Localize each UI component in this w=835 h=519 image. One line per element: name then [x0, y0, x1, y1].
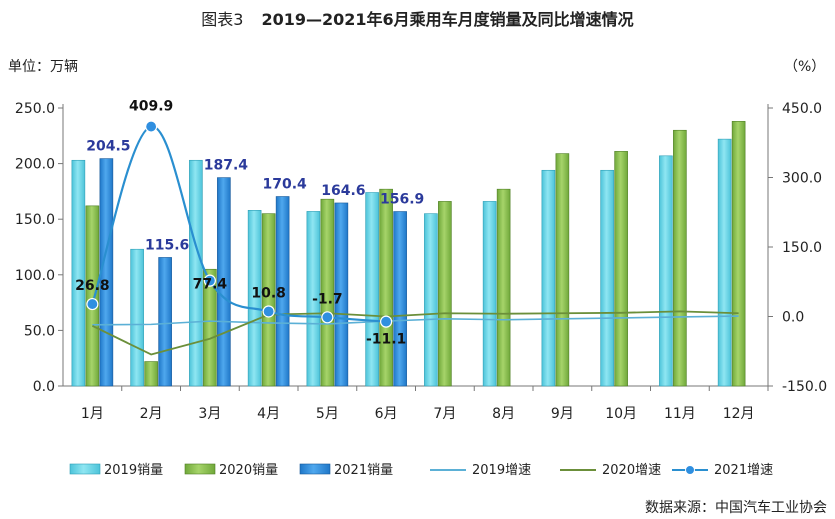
- left-axis-unit: 单位：万辆: [8, 59, 78, 75]
- bar-2019-sales: [71, 159, 86, 387]
- bar-2019-sales: [306, 211, 321, 387]
- right-tick-label: 0.0: [782, 310, 804, 326]
- bar-2019-sales: [365, 192, 379, 387]
- line-2019-growth: [92, 315, 739, 326]
- point-2021-growth: [321, 311, 334, 324]
- bar-2021-sales: [334, 202, 349, 387]
- legend-swatch: [184, 463, 216, 475]
- title-text: 2019—2021年6月乘用车月度销量及同比增速情况: [261, 10, 634, 29]
- bar-2019-sales: [424, 213, 438, 387]
- bar-2020-sales: [555, 153, 570, 387]
- legend-label: 2020增速: [602, 463, 661, 478]
- left-tick-label: 50.0: [24, 323, 55, 339]
- x-tick-label: 3月: [198, 406, 221, 422]
- x-tick-label: 8月: [492, 406, 515, 422]
- label-2021-growth: -11.1: [366, 332, 406, 348]
- bar-2020-sales: [614, 151, 628, 387]
- label-2021-growth: 10.8: [251, 285, 286, 301]
- legend-label: 2020销量: [219, 463, 278, 478]
- label-2021-growth: 409.9: [129, 99, 173, 115]
- label-2021-sales: 164.6: [321, 183, 365, 199]
- point-2021-growth: [203, 274, 216, 287]
- left-tick-label: 200.0: [15, 157, 55, 173]
- x-tick-label: 12月: [723, 406, 755, 422]
- right-tick-label: -150.0: [782, 379, 827, 395]
- x-tick-label: 10月: [605, 406, 637, 422]
- bar-2021-sales: [275, 196, 290, 387]
- legend-label: 2021增速: [714, 463, 773, 478]
- x-tick-label: 6月: [375, 406, 398, 422]
- point-2021-growth: [145, 120, 158, 133]
- x-tick-label: 5月: [316, 406, 339, 422]
- x-tick-label: 4月: [257, 406, 280, 422]
- legend-swatch: [69, 463, 101, 475]
- right-tick-label: 150.0: [782, 240, 822, 256]
- x-tick-label: 2月: [140, 406, 163, 422]
- x-tick-label: 9月: [551, 406, 574, 422]
- left-tick-label: 150.0: [15, 212, 55, 228]
- right-axis-unit: （%）: [784, 59, 826, 75]
- data-source: 数据来源：中国汽车工业协会: [645, 500, 827, 516]
- right-tick-label: 300.0: [782, 171, 822, 187]
- bar-2020-sales: [379, 188, 393, 387]
- legend-label: 2021销量: [334, 463, 393, 478]
- bar-2020-sales: [731, 121, 746, 387]
- bar-2019-sales: [717, 138, 732, 387]
- bar-2019-sales: [541, 169, 556, 387]
- point-2021-growth: [86, 297, 99, 311]
- bar-2019-sales: [659, 155, 673, 387]
- bar-2020-sales: [673, 129, 687, 387]
- label-2021-sales: 170.4: [262, 177, 307, 193]
- left-tick-label: 0.0: [33, 379, 55, 395]
- label-2021-sales: 156.9: [380, 192, 424, 208]
- legend-swatch: [299, 463, 331, 475]
- bar-2019-sales: [482, 201, 497, 387]
- left-tick-label: 250.0: [15, 101, 55, 117]
- label-2021-sales: 115.6: [145, 237, 189, 253]
- bar-2019-sales: [247, 210, 262, 387]
- left-tick-label: 100.0: [15, 268, 55, 284]
- bar-2020-sales: [144, 361, 158, 387]
- legend-label: 2019增速: [472, 463, 531, 478]
- label-2021-sales: 204.5: [86, 139, 130, 155]
- legend-label: 2019销量: [104, 463, 163, 478]
- bar-2020-sales: [496, 188, 511, 387]
- bar-2020-sales: [261, 213, 276, 387]
- bar-2020-sales: [320, 198, 335, 387]
- figure-label: 图表3: [201, 10, 244, 29]
- right-tick-label: 450.0: [782, 101, 822, 117]
- line-2020-growth: [91, 310, 739, 356]
- legend-marker: [685, 465, 695, 475]
- chart-title: 图表3 2019—2021年6月乘用车月度销量及同比增速情况: [0, 6, 835, 30]
- bar-2019-sales: [189, 159, 203, 387]
- label-2021-growth: -1.7: [312, 291, 343, 307]
- label-2021-sales: 187.4: [204, 158, 249, 174]
- bar-2020-sales: [85, 205, 100, 387]
- bar-2019-sales: [130, 248, 144, 387]
- label-2021-growth: 26.8: [75, 278, 110, 294]
- x-tick-label: 7月: [433, 406, 456, 422]
- bar-2020-sales: [203, 268, 217, 387]
- point-2021-growth: [262, 305, 275, 318]
- bar-2021-sales: [158, 257, 172, 387]
- x-tick-label: 11月: [664, 406, 696, 422]
- x-tick-label: 1月: [81, 406, 104, 422]
- bar-2020-sales: [438, 201, 452, 387]
- label-2021-growth: 77.4: [193, 277, 228, 293]
- point-2021-growth: [380, 315, 393, 328]
- bar-2019-sales: [600, 169, 614, 387]
- bar-2021-sales: [393, 211, 407, 387]
